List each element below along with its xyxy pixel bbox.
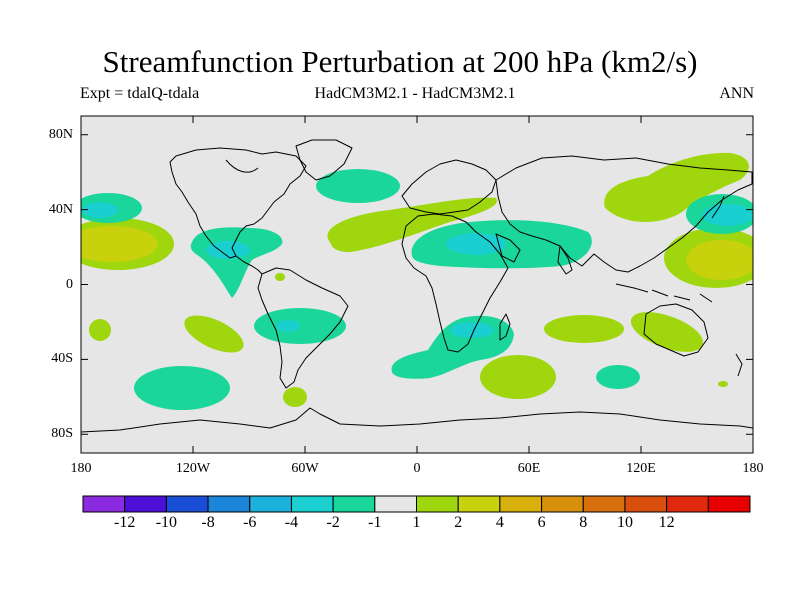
- colorbar-label: 1: [412, 514, 421, 531]
- colorbar-swatch: [82, 495, 126, 513]
- colorbar-swatch: [707, 495, 751, 513]
- negative-anomaly-south-africa-core: [450, 322, 494, 338]
- x-tick-label: 60W: [291, 461, 319, 476]
- negative-anomaly-north-pacific-northwest-core: [82, 202, 118, 218]
- x-tick-label: 120E: [626, 461, 656, 476]
- colorbar-label: -4: [284, 514, 299, 531]
- positive-anomaly-siberia-pacific: [604, 152, 749, 223]
- colorbar-label: 2: [454, 514, 463, 531]
- experiment-label: Expt = tdalQ-tdala: [80, 85, 200, 102]
- positive-anomaly-australia: [630, 312, 704, 352]
- positive-anomaly-south-pacific-east: [184, 315, 244, 353]
- colorbar-label: -6: [243, 514, 257, 531]
- negative-anomaly-central-america-core: [206, 241, 250, 259]
- colorbar-swatch: [457, 495, 501, 513]
- y-tick-label: 40N: [48, 201, 73, 217]
- colorbar-label: 4: [495, 514, 504, 531]
- colorbar-label: 10: [616, 514, 633, 531]
- colorbar-swatch: [624, 495, 668, 513]
- colorbar-label: -8: [201, 514, 215, 531]
- colorbar-swatch: [332, 495, 376, 513]
- positive-anomaly-caribbean: [275, 273, 285, 281]
- negative-anomaly-south-indian: [596, 365, 640, 389]
- colorbar-label: 12: [658, 514, 675, 531]
- figure-title: Streamfunction Perturbation at 200 hPa (…: [102, 44, 698, 79]
- colorbar-swatch: [582, 495, 626, 513]
- x-tick-label: 120W: [175, 461, 211, 476]
- positive-anomaly-southern-ocean: [480, 355, 556, 399]
- colorbar-swatch: [165, 495, 209, 513]
- colorbar-swatch: [207, 495, 251, 513]
- colorbar-swatch: [666, 495, 709, 513]
- negative-anomaly-north-pacific-northeast-core: [702, 204, 753, 226]
- colorbar-swatch: [541, 495, 584, 513]
- colorbar-swatch: [374, 495, 417, 513]
- x-tick-label: 180: [742, 461, 764, 476]
- colorbar-label: -2: [326, 514, 340, 531]
- colorbar-label: -1: [368, 514, 382, 531]
- colorbar-swatch: [249, 495, 292, 513]
- y-tick-label: 40S: [51, 351, 73, 367]
- y-tick-label: 80S: [51, 426, 73, 442]
- positive-anomaly-far-southeast: [718, 381, 728, 387]
- positive-anomaly-north-pacific-east-core: [686, 240, 753, 280]
- negative-anomaly-south-pacific: [134, 366, 230, 410]
- colorbar-label: 6: [537, 514, 546, 531]
- positive-anomaly-south-america-tip: [283, 387, 307, 407]
- negative-anomaly-south-atlantic-core: [276, 320, 300, 332]
- y-tick-label: 0: [66, 276, 73, 292]
- positive-anomaly-south-indian: [544, 315, 624, 343]
- x-tick-label: 60E: [517, 461, 541, 476]
- colorbar-label: 8: [579, 514, 588, 531]
- colorbar-label: -10: [155, 514, 178, 531]
- colorbar-swatch: [416, 495, 459, 513]
- colorbar-swatch: [499, 495, 543, 513]
- positive-anomaly-south-pacific-small: [89, 319, 111, 341]
- season-label: ANN: [719, 85, 754, 102]
- colorbar: [82, 495, 751, 513]
- x-tick-label: 0: [413, 461, 421, 476]
- axis-ticks: [80, 116, 754, 453]
- negative-anomaly-africa-asia-core: [446, 233, 506, 255]
- coastlines: [81, 139, 753, 433]
- model-label: HadCM3M2.1 - HadCM3M2.1: [314, 85, 516, 102]
- positive-anomaly-north-pacific-west-core: [81, 226, 158, 262]
- positive-anomaly-north-atlantic-europe: [327, 197, 497, 252]
- colorbar-label: -12: [114, 514, 136, 531]
- y-tick-label: 80N: [48, 126, 73, 142]
- colorbar-swatch: [290, 495, 334, 513]
- negative-anomaly-north-atlantic: [316, 169, 400, 203]
- x-tick-label: 180: [70, 461, 92, 476]
- colorbar-swatch: [124, 495, 167, 513]
